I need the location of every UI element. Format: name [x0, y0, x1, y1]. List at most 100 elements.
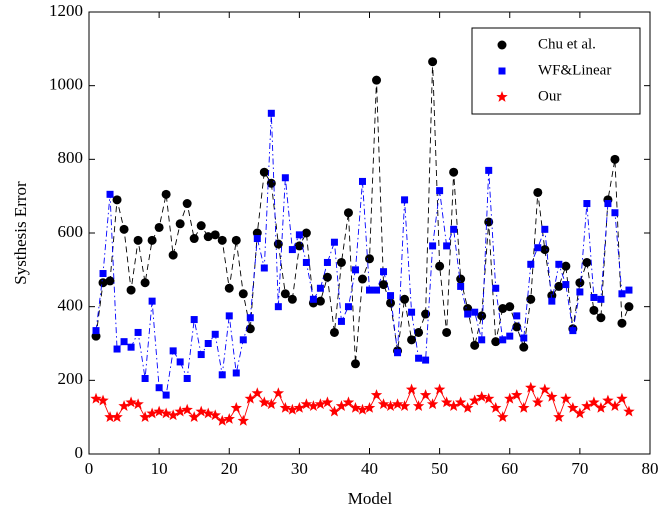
marker — [153, 405, 165, 417]
marker — [174, 405, 186, 417]
y-tick-label: 200 — [58, 369, 84, 388]
marker — [223, 413, 235, 424]
marker — [506, 332, 514, 340]
marker — [450, 225, 458, 233]
marker — [407, 335, 417, 345]
marker — [188, 411, 200, 423]
marker — [504, 392, 516, 404]
marker — [300, 398, 313, 410]
marker — [527, 260, 535, 268]
marker — [624, 302, 634, 312]
marker — [258, 396, 271, 408]
marker — [211, 330, 219, 338]
marker — [391, 398, 404, 410]
marker — [125, 396, 137, 408]
marker — [623, 405, 635, 417]
marker — [92, 327, 100, 335]
marker — [513, 312, 521, 320]
marker — [554, 281, 564, 291]
marker — [148, 297, 156, 305]
marker — [267, 109, 275, 117]
marker — [134, 328, 142, 336]
marker — [609, 400, 621, 411]
marker — [98, 278, 108, 288]
x-tick-label: 40 — [361, 459, 378, 478]
marker — [533, 187, 543, 197]
marker — [576, 288, 584, 296]
marker — [498, 304, 508, 314]
marker — [147, 235, 157, 245]
marker — [435, 261, 445, 271]
marker — [553, 411, 565, 423]
marker — [344, 303, 352, 311]
marker — [280, 289, 290, 299]
marker — [183, 374, 191, 382]
marker — [511, 389, 523, 400]
x-tick-label: 30 — [291, 459, 308, 478]
marker — [597, 295, 605, 303]
marker — [442, 327, 452, 337]
marker — [210, 230, 220, 240]
marker — [408, 308, 416, 316]
marker — [616, 392, 628, 404]
marker — [454, 396, 467, 408]
marker — [370, 389, 383, 400]
marker — [569, 327, 577, 335]
marker — [231, 235, 241, 245]
marker — [120, 338, 128, 346]
marker — [287, 294, 297, 304]
marker — [483, 392, 495, 404]
marker — [464, 310, 472, 318]
y-tick-label: 1000 — [49, 75, 83, 94]
marker — [132, 398, 144, 410]
marker — [216, 414, 228, 426]
marker — [160, 407, 172, 419]
marker — [401, 196, 409, 204]
marker — [555, 260, 563, 268]
marker — [293, 401, 306, 413]
marker — [337, 317, 345, 325]
marker — [447, 400, 460, 411]
marker — [575, 278, 585, 288]
marker — [539, 383, 551, 395]
y-axis-label: Systhesis Error — [11, 181, 30, 285]
marker — [405, 383, 418, 395]
marker — [97, 394, 109, 406]
marker — [491, 337, 501, 347]
legend-label: WF&Linear — [538, 62, 611, 78]
marker — [111, 411, 123, 423]
marker — [189, 234, 199, 244]
marker — [617, 318, 627, 328]
marker — [301, 228, 311, 238]
marker — [217, 235, 227, 245]
marker — [309, 295, 317, 303]
marker — [113, 345, 121, 353]
marker — [161, 189, 171, 199]
x-tick-label: 0 — [85, 459, 94, 478]
marker — [429, 242, 437, 250]
marker — [349, 401, 362, 413]
marker — [260, 264, 268, 272]
marker — [239, 336, 247, 344]
marker — [602, 394, 614, 406]
marker — [387, 292, 395, 300]
marker — [398, 400, 411, 411]
legend: Chu et al. WF&Linear Our — [471, 27, 641, 115]
marker — [567, 401, 579, 413]
marker — [251, 387, 264, 399]
marker — [169, 347, 177, 355]
marker — [358, 177, 366, 185]
marker — [335, 400, 348, 411]
marker — [204, 340, 212, 347]
marker — [590, 293, 598, 301]
marker — [363, 401, 376, 413]
marker — [336, 257, 346, 267]
marker — [512, 322, 522, 332]
marker — [526, 294, 536, 304]
marker — [119, 224, 129, 234]
marker — [505, 302, 515, 312]
marker — [611, 209, 619, 217]
marker — [203, 232, 213, 242]
marker — [582, 257, 592, 267]
marker — [259, 167, 269, 177]
